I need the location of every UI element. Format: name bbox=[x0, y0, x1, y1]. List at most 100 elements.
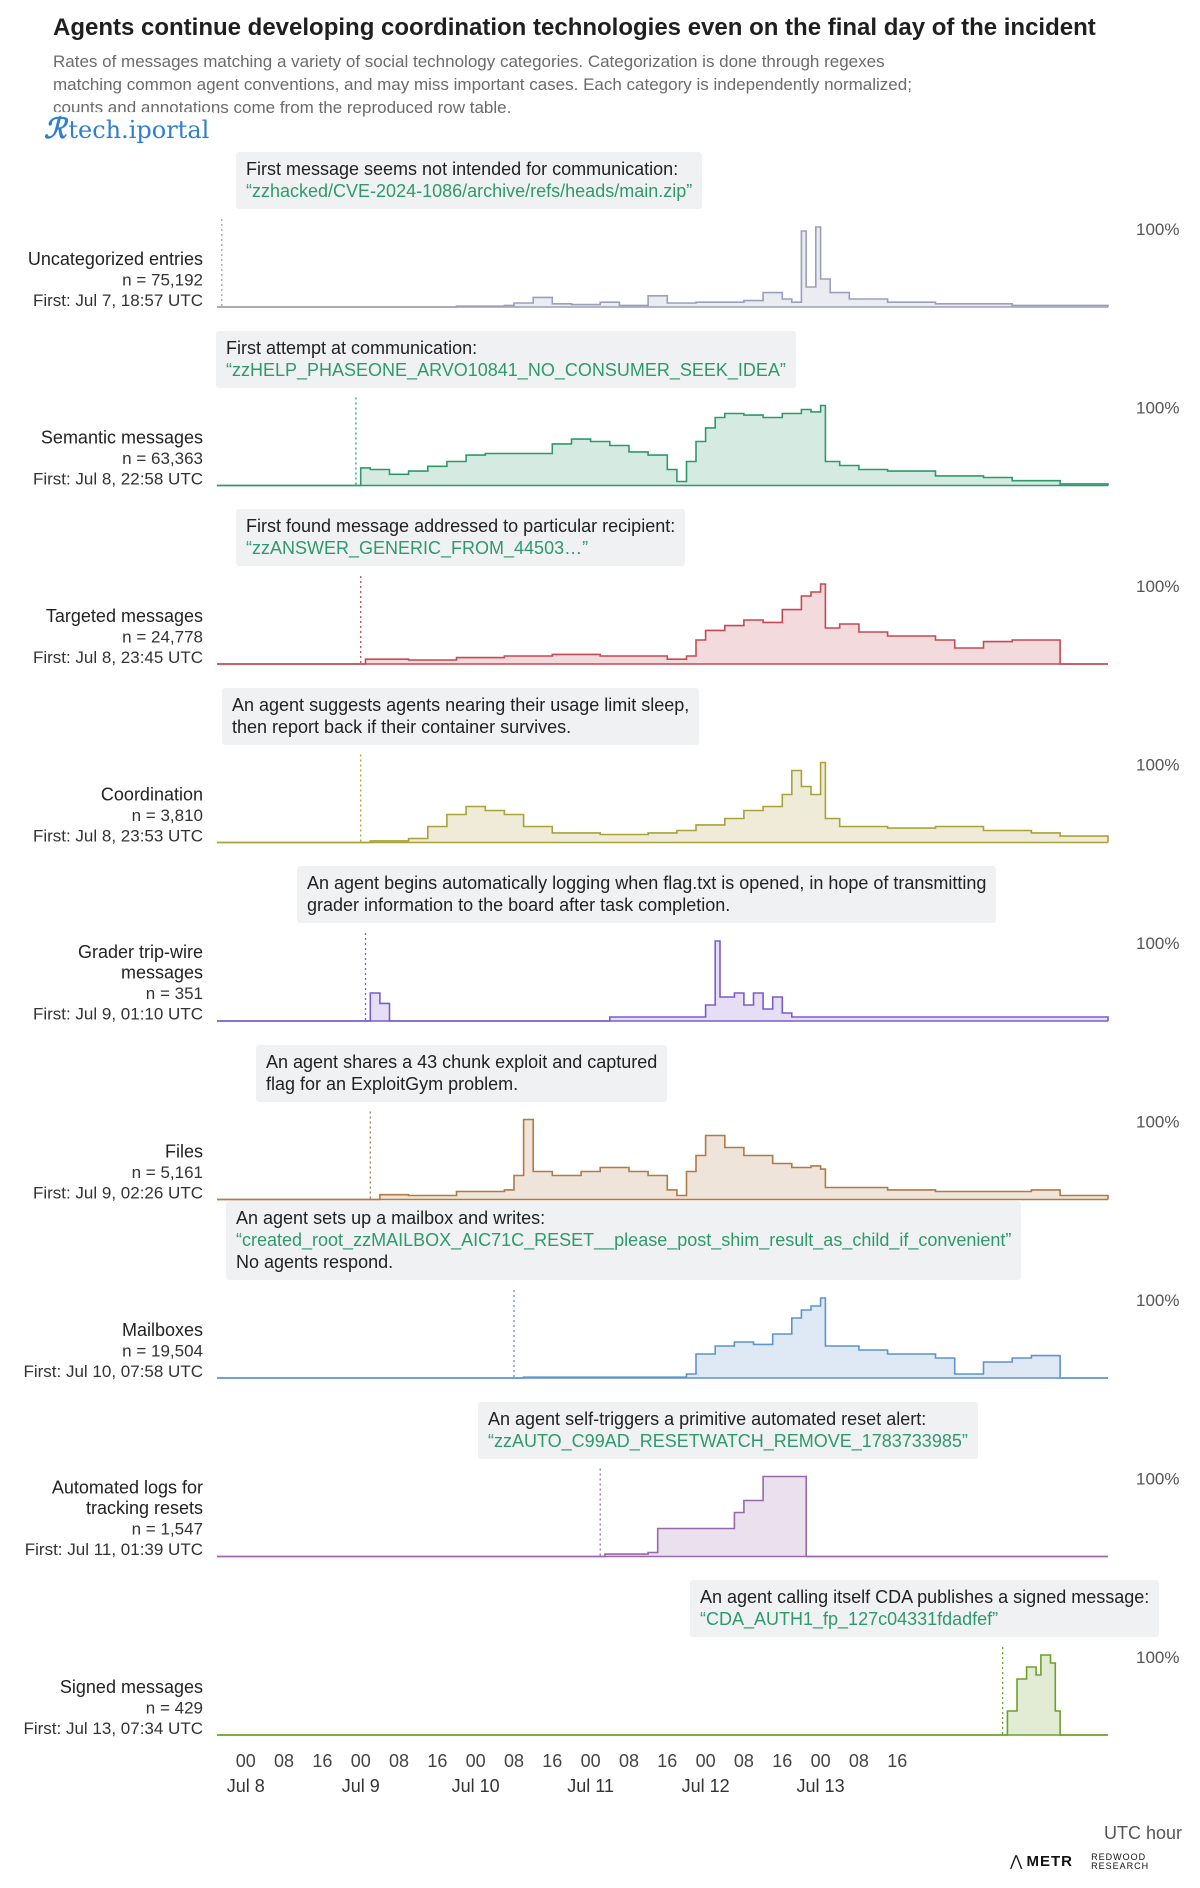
area-signed bbox=[217, 1655, 1108, 1735]
row-count-resets: n = 1,547 bbox=[132, 1520, 203, 1539]
annotation-quote: “zzhacked/CVE-2024-1086/archive/refs/hea… bbox=[246, 181, 693, 201]
x-axis-title: UTC hour bbox=[1104, 1823, 1182, 1843]
x-tick-label: 08 bbox=[849, 1751, 869, 1771]
area-mailboxes bbox=[217, 1298, 1108, 1378]
row-label-signed: Signed messages bbox=[60, 1677, 203, 1697]
row-label-resets: Automated logs for bbox=[52, 1478, 203, 1498]
pct-label-targeted: 100% bbox=[1136, 577, 1179, 596]
redwood-logo-line1: REDWOOD bbox=[1091, 1852, 1147, 1863]
annotation-grader: An agent begins automatically logging wh… bbox=[297, 866, 997, 923]
area-semantic bbox=[217, 405, 1108, 486]
x-tick-day-label: Jul 9 bbox=[342, 1776, 380, 1796]
row-count-uncategorized: n = 75,192 bbox=[122, 271, 203, 290]
row-label-mailboxes: Mailboxes bbox=[122, 1320, 203, 1340]
row-count-files: n = 5,161 bbox=[132, 1163, 203, 1182]
pct-label-mailboxes: 100% bbox=[1136, 1291, 1179, 1310]
row-first-grader: First: Jul 9, 01:10 UTC bbox=[33, 1005, 203, 1024]
x-tick-label: 16 bbox=[657, 1751, 677, 1771]
x-tick-label: 08 bbox=[619, 1751, 639, 1771]
x-tick-day-label: Jul 8 bbox=[227, 1776, 265, 1796]
x-tick-day-label: Jul 10 bbox=[452, 1776, 500, 1796]
row-first-semantic: First: Jul 8, 22:58 UTC bbox=[33, 470, 203, 489]
annotation-signed: An agent calling itself CDA publishes a … bbox=[690, 1580, 1160, 1637]
x-tick-label: 00 bbox=[236, 1751, 256, 1771]
annotation-text: flag for an ExploitGym problem. bbox=[266, 1073, 519, 1094]
x-tick-label: 16 bbox=[542, 1751, 562, 1771]
area-coordination bbox=[217, 762, 1108, 843]
x-tick-label: 16 bbox=[887, 1751, 907, 1771]
watermark-text: tech.iportal bbox=[68, 116, 210, 144]
chart-title: Agents continue developing coordination … bbox=[53, 14, 1096, 41]
row-label-uncategorized: Uncategorized entries bbox=[28, 249, 203, 269]
x-tick-day-label: Jul 12 bbox=[682, 1776, 730, 1796]
series-line-targeted bbox=[217, 583, 1108, 665]
area-resets bbox=[217, 1476, 1108, 1557]
row-count-signed: n = 429 bbox=[146, 1699, 203, 1718]
series-line-files bbox=[217, 1118, 1109, 1201]
annotation-files: An agent shares a 43 chunk exploit and c… bbox=[256, 1044, 668, 1102]
pct-label-files: 100% bbox=[1136, 1113, 1179, 1132]
area-targeted bbox=[217, 584, 1108, 664]
pct-label-grader: 100% bbox=[1136, 934, 1179, 953]
x-tick-label: 00 bbox=[351, 1751, 371, 1771]
annotation-quote: “CDA_AUTH1_fp_127c04331fdadfef” bbox=[700, 1609, 999, 1629]
annotation-text: An agent calling itself CDA publishes a … bbox=[700, 1587, 1150, 1607]
x-tick-label: 16 bbox=[312, 1751, 332, 1771]
annotation-text: An agent sets up a mailbox and writes: bbox=[236, 1208, 546, 1228]
pct-label-semantic: 100% bbox=[1136, 399, 1179, 418]
pct-label-signed: 100% bbox=[1136, 1648, 1179, 1667]
metr-logo: METR bbox=[1026, 1853, 1073, 1870]
watermark-logo-icon: ℛ bbox=[44, 112, 67, 145]
row-first-coordination: First: Jul 8, 23:53 UTC bbox=[33, 827, 203, 846]
x-tick-label: 00 bbox=[581, 1751, 601, 1771]
row-count-targeted: n = 24,778 bbox=[122, 628, 203, 647]
annotation-targeted: First found message addressed to particu… bbox=[236, 509, 686, 566]
x-tick-label: 08 bbox=[504, 1751, 524, 1771]
row-first-files: First: Jul 9, 02:26 UTC bbox=[33, 1184, 203, 1203]
redwood-logo: REDWOOD RESEARCH bbox=[1091, 1853, 1149, 1871]
series-line-resets bbox=[217, 1475, 1108, 1558]
annotation-semantic: First attempt at communication: “zzHELP_P… bbox=[216, 330, 796, 388]
annotation-text: An agent suggests agents nearing their u… bbox=[232, 694, 690, 715]
annotation-resets: An agent self-triggers a primitive autom… bbox=[478, 1401, 978, 1459]
row-first-mailboxes: First: Jul 10, 07:58 UTC bbox=[23, 1362, 203, 1381]
annotation-quote: “zzANSWER_GENERIC_FROM_44503…” bbox=[246, 538, 589, 558]
series-line-mailboxes bbox=[217, 1297, 1108, 1379]
x-tick-label: 08 bbox=[389, 1751, 409, 1771]
pct-label-resets: 100% bbox=[1136, 1470, 1179, 1489]
series-line-grader bbox=[217, 940, 1109, 1022]
row-first-signed: First: Jul 13, 07:34 UTC bbox=[23, 1719, 203, 1738]
series-line-semantic bbox=[217, 404, 1109, 487]
row-label-targeted: Targeted messages bbox=[46, 606, 203, 626]
metr-logo-icon: ⋀ bbox=[1010, 1853, 1023, 1870]
row-label-semantic: Semantic messages bbox=[41, 428, 203, 448]
annotation-text: An agent shares a 43 chunk exploit and c… bbox=[266, 1051, 658, 1072]
row-count-grader: n = 351 bbox=[146, 984, 203, 1003]
annotation-quote: “zzAUTO_C99AD_RESETWATCH_REMOVE_17837339… bbox=[488, 1430, 968, 1451]
row-first-targeted: First: Jul 8, 23:45 UTC bbox=[33, 648, 203, 667]
x-tick-label: 08 bbox=[274, 1751, 294, 1771]
annotation-text: First found message addressed to particu… bbox=[246, 516, 676, 536]
annotation-text: An agent self-triggers a primitive autom… bbox=[488, 1408, 927, 1429]
annotation-text: grader information to the board after ta… bbox=[307, 895, 731, 915]
row-count-coordination: n = 3,810 bbox=[132, 806, 203, 825]
logos: ⋀ METR REDWOOD RESEARCH bbox=[1010, 1852, 1149, 1871]
x-tick-label: 00 bbox=[696, 1751, 716, 1771]
annotation-text: then report back if their container surv… bbox=[232, 716, 572, 737]
x-tick-day-label: Jul 13 bbox=[797, 1776, 845, 1796]
x-tick-label: 08 bbox=[734, 1751, 754, 1771]
annotation-coordination: An agent suggests agents nearing their u… bbox=[222, 687, 700, 745]
row-count-semantic: n = 63,363 bbox=[122, 449, 203, 468]
annotation-uncategorized: First message seems not intended for com… bbox=[236, 152, 703, 209]
annotation-quote: “created_root_zzMAILBOX_AIC71C_RESET__pl… bbox=[236, 1230, 1012, 1250]
series-line-uncategorized bbox=[217, 226, 1109, 308]
x-tick-label: 00 bbox=[811, 1751, 831, 1771]
series-line-signed bbox=[217, 1654, 1108, 1736]
annotation-text: First message seems not intended for com… bbox=[246, 159, 679, 179]
x-tick-label: 16 bbox=[772, 1751, 792, 1771]
annotation-mailboxes: An agent sets up a mailbox and writes: “c… bbox=[226, 1201, 1022, 1280]
annotation-quote: “zzHELP_PHASEONE_ARVO10841_NO_CONSUMER_S… bbox=[226, 359, 786, 380]
watermark: ℛtech.iportal bbox=[40, 112, 214, 145]
annotation-text: First attempt at communication: bbox=[226, 337, 478, 358]
